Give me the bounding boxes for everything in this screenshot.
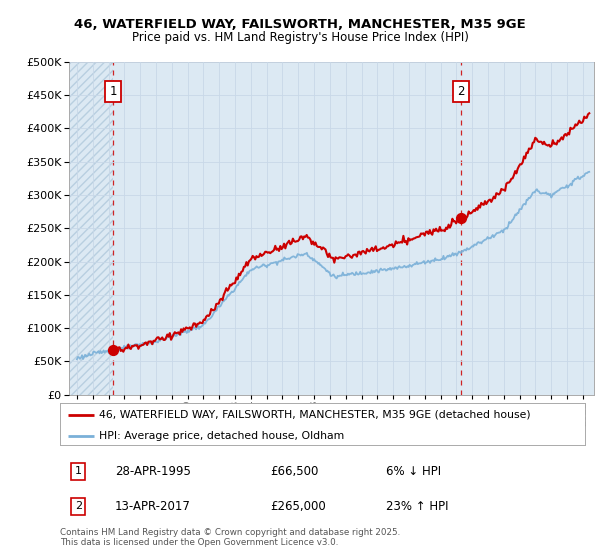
Text: 2: 2 <box>457 85 464 98</box>
Text: HPI: Average price, detached house, Oldham: HPI: Average price, detached house, Oldh… <box>100 431 344 441</box>
Text: 13-APR-2017: 13-APR-2017 <box>115 500 191 512</box>
Text: 1: 1 <box>75 466 82 476</box>
Text: 23% ↑ HPI: 23% ↑ HPI <box>386 500 448 512</box>
Point <box>109 346 118 355</box>
Text: 46, WATERFIELD WAY, FAILSWORTH, MANCHESTER, M35 9GE (detached house): 46, WATERFIELD WAY, FAILSWORTH, MANCHEST… <box>100 409 531 419</box>
Text: 2: 2 <box>75 501 82 511</box>
Point <box>456 214 466 223</box>
Bar <box>69 62 113 395</box>
Text: £265,000: £265,000 <box>270 500 326 512</box>
Text: £66,500: £66,500 <box>270 465 319 478</box>
Text: Contains HM Land Registry data © Crown copyright and database right 2025.
This d: Contains HM Land Registry data © Crown c… <box>60 528 400 547</box>
Text: 6% ↓ HPI: 6% ↓ HPI <box>386 465 440 478</box>
Text: 46, WATERFIELD WAY, FAILSWORTH, MANCHESTER, M35 9GE: 46, WATERFIELD WAY, FAILSWORTH, MANCHEST… <box>74 18 526 31</box>
Text: Price paid vs. HM Land Registry's House Price Index (HPI): Price paid vs. HM Land Registry's House … <box>131 31 469 44</box>
Text: 1: 1 <box>110 85 117 98</box>
Text: 28-APR-1995: 28-APR-1995 <box>115 465 191 478</box>
